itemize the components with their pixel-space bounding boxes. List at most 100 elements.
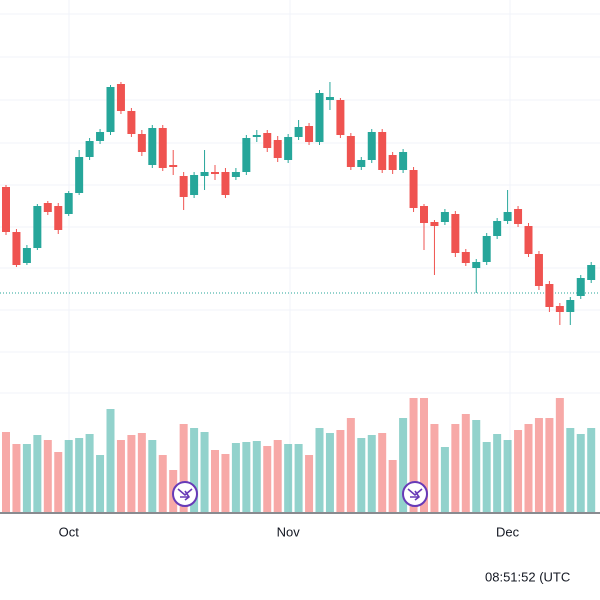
volume-bar — [493, 434, 502, 512]
volume-bar — [137, 433, 146, 512]
volume-bar — [336, 430, 345, 512]
volume-bar — [325, 433, 334, 512]
candle-body — [169, 165, 178, 167]
candle-body — [54, 206, 63, 230]
volume-bar — [263, 446, 272, 512]
volume-bar — [252, 441, 261, 512]
candle-body — [294, 127, 303, 137]
candle-body — [545, 284, 554, 307]
candle-body — [430, 222, 439, 226]
candle-body — [503, 212, 512, 221]
volume-bar — [190, 428, 199, 512]
volume-bar — [409, 398, 418, 512]
volume-bar — [179, 424, 188, 512]
volume-bar — [555, 398, 564, 512]
candle-body — [440, 212, 449, 222]
candle-body — [273, 140, 282, 158]
candle-body — [64, 193, 73, 214]
volume-bar — [315, 428, 324, 512]
volume-bar — [534, 418, 543, 512]
volume-bar — [524, 424, 533, 512]
candle-body — [116, 84, 125, 111]
candle-body — [566, 300, 575, 312]
volume-bar — [231, 443, 240, 512]
candle-body — [576, 278, 585, 296]
volume-bar — [440, 447, 449, 512]
volume-bar — [158, 455, 167, 512]
candle-body — [514, 209, 523, 224]
x-tick-label: Nov — [277, 524, 301, 539]
candle-body — [420, 206, 428, 223]
candle-body — [378, 132, 387, 170]
volume-bar — [85, 434, 94, 512]
volume-bar — [378, 433, 387, 512]
volume-bar — [64, 440, 73, 512]
volume-bar — [242, 442, 251, 512]
candle-body — [221, 172, 230, 195]
volume-layer — [2, 398, 596, 512]
volume-bar — [43, 440, 52, 512]
candle-body — [106, 87, 115, 132]
volume-bar — [451, 424, 460, 512]
event-icon[interactable] — [402, 481, 428, 507]
candle-body — [43, 203, 52, 212]
candle-body — [12, 232, 21, 265]
volume-bar — [22, 444, 31, 512]
volume-bar — [514, 430, 523, 512]
candle-body — [75, 157, 84, 193]
volume-bar — [305, 455, 314, 512]
candle-body — [388, 155, 397, 170]
candle-body — [158, 128, 167, 168]
volume-bar — [472, 420, 481, 512]
volume-bar — [75, 438, 84, 512]
volume-bar — [211, 450, 219, 512]
candle-body — [190, 175, 199, 195]
candle-body — [33, 206, 42, 248]
candle-body — [325, 97, 334, 100]
volume-bar — [200, 432, 209, 512]
volume-bar — [54, 452, 63, 512]
candle-body — [231, 172, 240, 177]
volume-bar — [399, 418, 408, 512]
candle-body — [451, 214, 460, 253]
clock: 08:51:52 (UTC — [485, 569, 570, 584]
candle-body — [284, 137, 293, 160]
volume-bar — [294, 444, 303, 512]
volume-bar — [367, 435, 376, 512]
candle-body — [555, 306, 564, 312]
candle-body — [263, 133, 272, 148]
volume-bar — [388, 460, 397, 512]
volume-bar — [430, 424, 439, 512]
volume-bar — [106, 409, 115, 512]
candle-body — [357, 160, 366, 167]
candle-body — [252, 135, 261, 137]
grid — [0, 0, 600, 512]
volume-bar — [357, 438, 366, 512]
volume-bar — [576, 434, 585, 512]
volume-bar — [284, 444, 293, 512]
candle-layer — [2, 82, 596, 325]
candle-body — [200, 172, 209, 176]
candle-body — [211, 172, 219, 174]
candle-body — [137, 134, 146, 152]
candle-body — [399, 152, 408, 170]
candle-body — [409, 170, 418, 208]
x-tick-label: Dec — [496, 524, 520, 539]
volume-bar — [461, 414, 470, 512]
candle-body — [367, 132, 376, 160]
candle-body — [534, 254, 543, 286]
candle-body — [587, 265, 596, 280]
candle-body — [493, 221, 502, 236]
volume-bar — [420, 398, 428, 512]
volume-bar — [503, 440, 512, 512]
candle-body — [482, 236, 491, 262]
candle-body — [305, 126, 314, 142]
volume-bar — [127, 435, 136, 512]
candle-body — [346, 136, 355, 167]
candle-body — [2, 187, 10, 232]
volume-bar — [566, 428, 575, 512]
volume-bar — [148, 440, 157, 512]
event-icon[interactable] — [172, 481, 198, 507]
candle-body — [315, 93, 324, 142]
